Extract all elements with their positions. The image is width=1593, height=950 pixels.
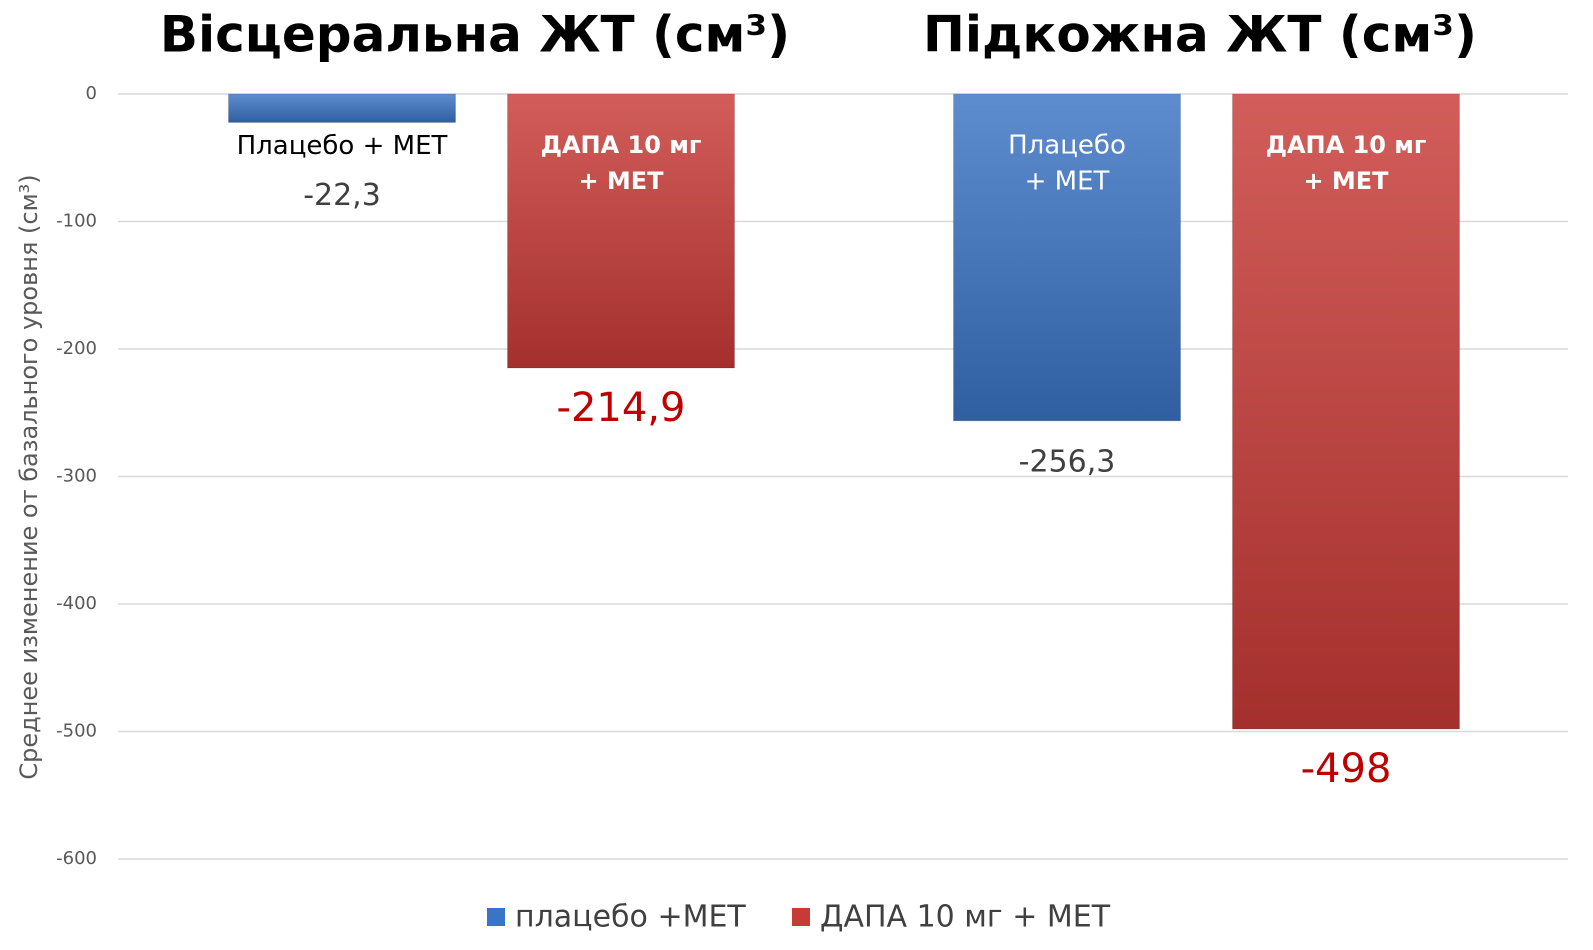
value-label: -22,3: [303, 178, 381, 213]
value-label: -498: [1301, 746, 1392, 792]
y-tick-label: -300: [56, 466, 97, 487]
bar-label: Плацебо: [1008, 131, 1126, 161]
y-axis-label: Среднее изменение от базального уровня (…: [15, 174, 43, 779]
value-label: -256,3: [1019, 444, 1116, 479]
bar-label: + МЕТ: [1025, 167, 1110, 197]
bar-label: Плацебо + МЕТ: [237, 131, 448, 161]
y-tick-label: -200: [56, 338, 97, 359]
bar-shade: [507, 94, 735, 368]
legend-swatch: [792, 908, 810, 926]
y-tick-label: -100: [56, 211, 97, 232]
bar-shade: [1232, 94, 1460, 729]
group-title: Вісцеральна ЖТ (см³): [160, 6, 790, 64]
y-tick-label: 0: [86, 83, 97, 104]
legend-label: ДАПА 10 мг + МЕТ: [820, 900, 1111, 935]
group-title: Підкожна ЖТ (см³): [923, 6, 1477, 64]
bar-label: + МЕТ: [1303, 167, 1389, 195]
bar-label: ДАПА 10 мг: [541, 131, 702, 159]
value-label: -214,9: [557, 385, 686, 431]
bar-shade: [953, 94, 1181, 421]
bar-label: ДАПА 10 мг: [1266, 131, 1427, 159]
legend-label: плацебо +МЕТ: [515, 900, 746, 935]
legend-swatch: [487, 908, 505, 926]
y-tick-label: -600: [56, 848, 97, 869]
y-tick-label: -400: [56, 593, 97, 614]
bar-shade: [228, 94, 456, 123]
y-tick-label: -500: [56, 721, 97, 742]
bar-label: + МЕТ: [578, 167, 664, 195]
